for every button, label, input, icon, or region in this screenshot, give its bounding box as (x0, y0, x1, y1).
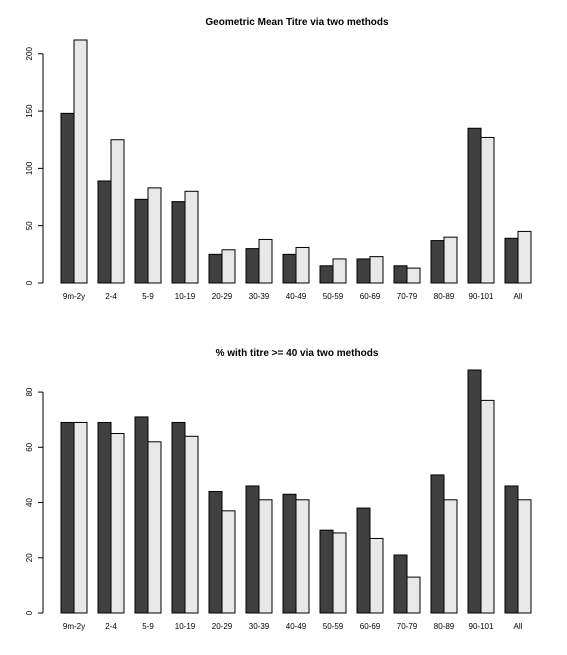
x-category-label: 80-89 (434, 622, 455, 631)
bar (171, 201, 186, 284)
x-category-label: 5-9 (142, 622, 154, 631)
bar (97, 180, 112, 284)
x-category-label: All (514, 622, 523, 631)
x-category-label: 60-69 (360, 292, 381, 301)
bar (430, 474, 445, 614)
bar (208, 491, 223, 614)
bar (295, 499, 310, 614)
y-tick-label: 0 (25, 610, 34, 615)
x-category-label: 2-4 (105, 292, 117, 301)
x-category-label: 20-29 (212, 622, 233, 631)
bar (356, 258, 371, 284)
y-tick-label: 0 (25, 280, 34, 285)
bar (245, 485, 260, 614)
chart-title: % with titre >= 40 via two methods (216, 348, 379, 359)
bar (147, 441, 162, 614)
bar (208, 253, 223, 284)
x-category-label: 40-49 (286, 292, 307, 301)
bar (245, 248, 260, 284)
x-category-label: 10-19 (175, 292, 196, 301)
bar (443, 499, 458, 614)
x-category-label: 30-39 (249, 622, 270, 631)
bar (332, 532, 347, 614)
bar (504, 485, 519, 614)
bar (258, 238, 273, 284)
x-category-label: 2-4 (105, 622, 117, 631)
bar (430, 240, 445, 284)
bar (134, 198, 149, 284)
y-tick-label: 50 (25, 221, 34, 230)
x-category-label: 80-89 (434, 292, 455, 301)
y-tick-label: 20 (25, 553, 34, 562)
x-category-label: 90-101 (469, 622, 494, 631)
bar (184, 190, 199, 284)
bar (221, 249, 236, 284)
percent-titre-chart: % with titre >= 40 via two methods 0 20 40… (25, 348, 532, 631)
bar (443, 236, 458, 284)
x-category-label: 40-49 (286, 622, 307, 631)
chart-title: Geometric Mean Titre via two methods (205, 17, 389, 28)
bar (319, 529, 334, 614)
x-category-label: 30-39 (249, 292, 270, 301)
bar (221, 510, 236, 614)
y-tick-label: 100 (25, 161, 34, 175)
bar (517, 499, 532, 614)
bar (480, 136, 495, 284)
x-category-label: 50-59 (323, 622, 344, 631)
bar (467, 127, 482, 284)
bar (60, 112, 75, 284)
bar (517, 230, 532, 284)
bar (73, 39, 88, 284)
bar (258, 499, 273, 614)
bar (171, 421, 186, 614)
x-category-label: 70-79 (397, 622, 418, 631)
bar (110, 433, 125, 614)
x-category-label: 90-101 (469, 292, 494, 301)
bar (406, 576, 421, 614)
y-tick-label: 80 (25, 387, 34, 396)
bar (504, 237, 519, 284)
bar (319, 265, 334, 284)
bar (369, 537, 384, 614)
x-category-label: All (514, 292, 523, 301)
bar (147, 187, 162, 284)
bar (60, 421, 75, 614)
bar (467, 369, 482, 614)
geometric-mean-titre-chart: Geometric Mean Titre via two methods 0 50… (25, 17, 532, 301)
bar (393, 554, 408, 614)
bar (73, 421, 88, 614)
x-category-label: 20-29 (212, 292, 233, 301)
bar (184, 435, 199, 614)
bar (282, 493, 297, 614)
bar (480, 399, 495, 614)
x-category-label: 9m-2y (63, 622, 85, 631)
bar (282, 253, 297, 284)
x-category-label: 5-9 (142, 292, 154, 301)
bar (332, 258, 347, 284)
y-tick-label: 200 (25, 47, 34, 61)
bar (97, 421, 112, 614)
bar (393, 265, 408, 284)
x-category-label: 10-19 (175, 622, 196, 631)
x-category-label: 9m-2y (63, 292, 85, 301)
bar (295, 246, 310, 284)
bar (369, 256, 384, 284)
x-category-label: 60-69 (360, 622, 381, 631)
bar (134, 416, 149, 614)
y-tick-label: 60 (25, 442, 34, 451)
bar (356, 507, 371, 614)
bar (110, 139, 125, 284)
y-tick-label: 150 (25, 104, 34, 118)
x-category-label: 50-59 (323, 292, 344, 301)
bar (406, 267, 421, 284)
y-tick-label: 40 (25, 498, 34, 507)
x-category-label: 70-79 (397, 292, 418, 301)
